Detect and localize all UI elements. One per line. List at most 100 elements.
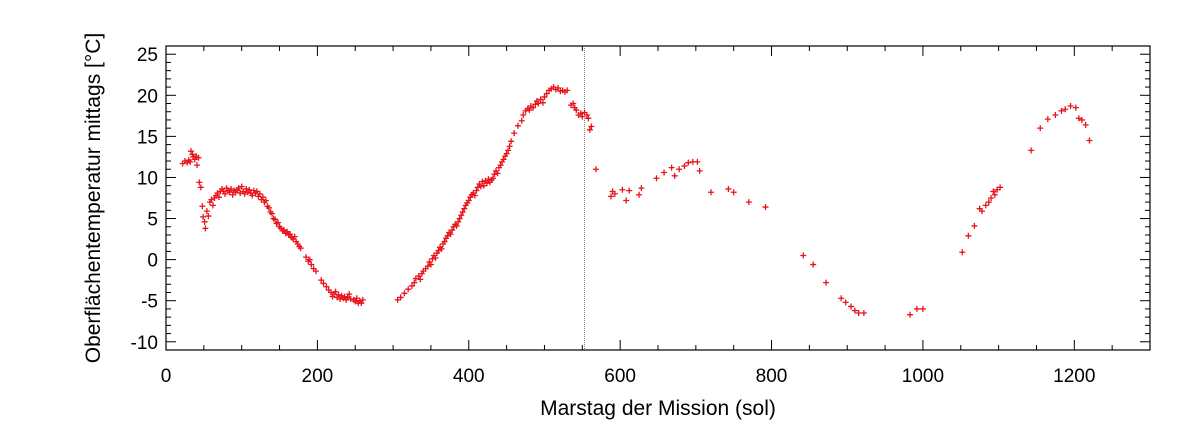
data-point [505,147,512,154]
data-point [203,208,210,215]
data-point [191,156,198,163]
data-point [520,112,527,119]
data-point [994,186,1001,193]
data-point [256,190,263,197]
x-tick-label: 200 [302,366,334,387]
data-point [514,122,521,129]
data-point [1075,115,1082,122]
x-axis-title: Marstag der Mission (sol) [540,397,776,420]
data-point [907,311,914,318]
data-point [579,113,586,120]
data-point [415,273,422,280]
data-point [458,212,465,219]
data-point [249,192,256,199]
data-point [997,184,1004,191]
data-point [681,162,688,169]
data-point [417,276,424,283]
data-point [988,195,995,201]
data-point [842,299,849,306]
data-point [608,193,615,200]
data-point [243,185,250,192]
data-point [275,219,282,226]
y-tick-label: 25 [137,45,158,66]
data-point [352,298,359,305]
data-point [297,245,304,252]
data-point [308,261,315,268]
data-point [409,282,415,289]
data-point [990,188,997,195]
data-point [485,176,492,183]
data-point [205,213,212,220]
data-point [341,293,348,300]
data-point [555,84,562,91]
data-point [429,255,436,262]
data-point [762,204,769,211]
data-point [583,112,590,119]
data-point [541,93,548,100]
data-point [1086,137,1093,144]
data-point [800,252,807,259]
data-point [1078,116,1085,123]
data-point [851,307,858,314]
data-point [344,294,351,301]
data-point [676,166,683,173]
data-point [405,286,412,293]
data-point [1044,116,1051,123]
data-point [530,104,537,111]
data-point [725,185,732,192]
data-point [438,245,445,252]
data-point [335,291,342,298]
data-point [411,279,418,286]
data-point [312,268,319,275]
data-point [241,190,248,197]
data-point [848,303,855,310]
data-point [346,291,353,298]
data-points [179,84,1093,318]
data-point [291,233,298,240]
data-point [539,99,546,106]
data-point [619,186,626,193]
data-point [518,117,525,124]
data-point [287,231,294,238]
data-point [537,96,544,103]
data-point [573,107,580,114]
data-point [823,279,830,286]
data-point [506,143,513,150]
axis-ticks [165,45,1151,351]
data-point [477,183,484,190]
data-point [337,296,344,303]
data-point [473,187,480,194]
data-point [653,175,660,182]
data-point [401,290,408,297]
data-point [532,101,539,108]
axis-tick-labels: 0 200 400 600 800 1000 1200 -10 -5 0 5 10 15 20 25 [131,45,1096,387]
data-point [471,192,478,199]
data-point [187,158,194,165]
data-point [432,254,439,261]
data-point [1062,106,1069,113]
data-point [985,199,992,206]
data-point [483,180,490,187]
data-point [281,227,288,234]
data-point [959,249,966,256]
data-point [435,247,442,254]
data-point [427,261,434,268]
data-point [730,189,737,196]
data-point [195,154,202,161]
data-point [209,202,216,209]
data-point [913,305,920,312]
data-point [1028,147,1035,154]
y-tick-label: 5 [147,210,158,231]
data-point [215,194,222,201]
data-point [474,184,481,191]
data-point [306,256,313,263]
data-point [671,172,678,179]
data-point [196,179,203,186]
y-tick-label: 15 [137,127,158,148]
data-point [1067,102,1074,109]
x-tick-label: 800 [756,366,788,387]
data-point [570,100,577,107]
data-point [623,197,630,204]
data-point [447,231,454,238]
data-point [511,130,518,137]
